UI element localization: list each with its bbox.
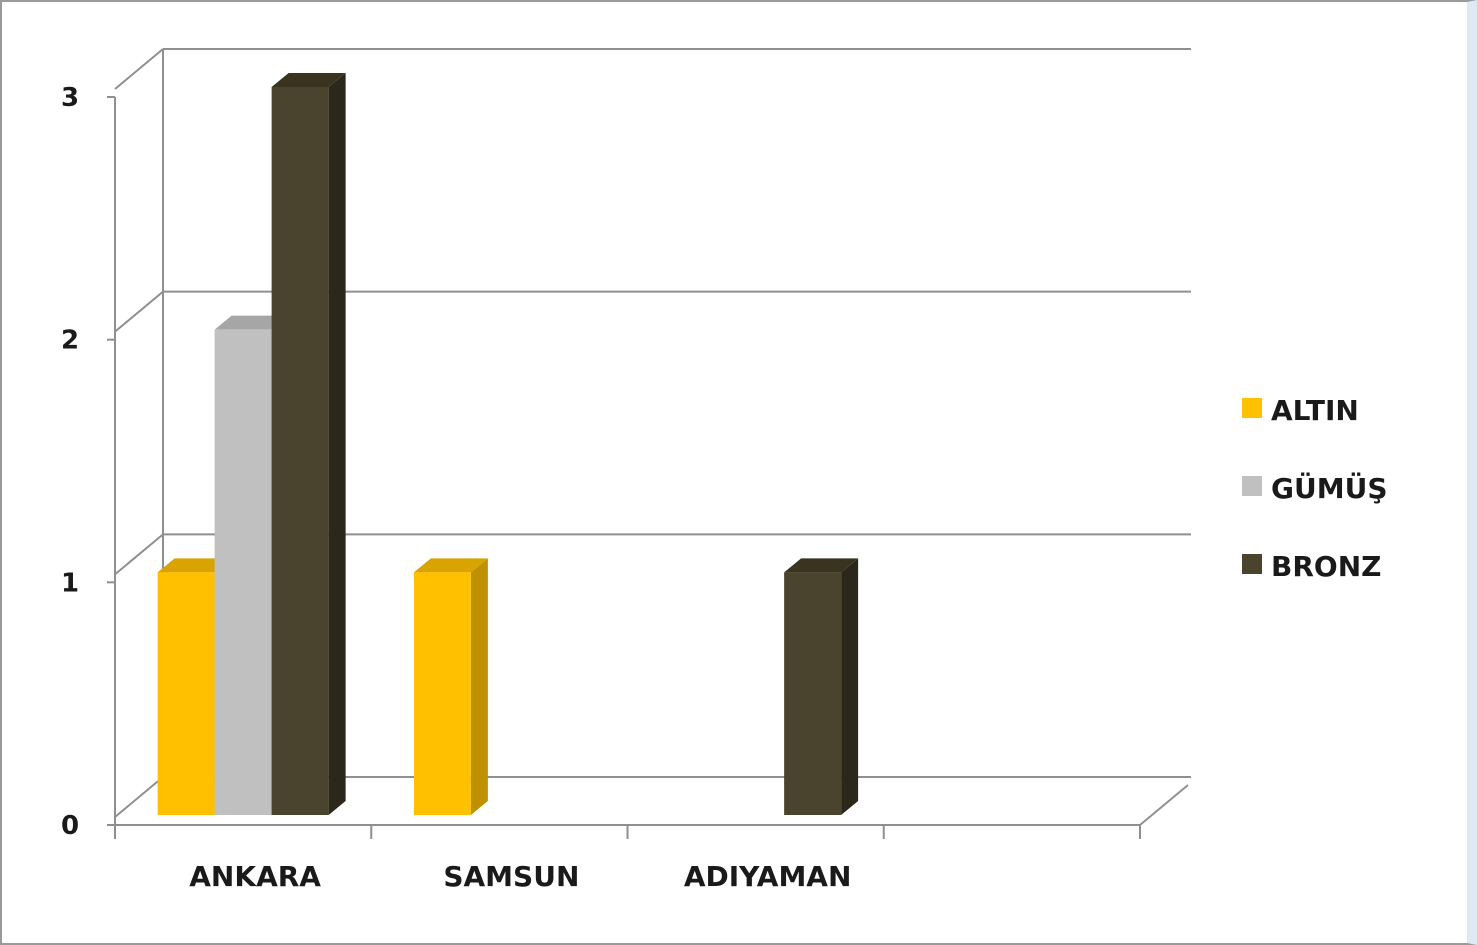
bar-side bbox=[841, 558, 859, 815]
legend-label: GÜMÜŞ bbox=[1271, 471, 1387, 505]
gridline-side bbox=[114, 290, 164, 333]
bar-layer bbox=[157, 73, 859, 815]
bar bbox=[784, 558, 859, 815]
bar-front bbox=[271, 87, 329, 815]
legend-entry: BRONZ bbox=[1242, 550, 1381, 583]
bar bbox=[271, 73, 346, 815]
bar bbox=[413, 558, 488, 815]
y-tick-label: 0 bbox=[61, 811, 79, 841]
bar-side bbox=[328, 73, 346, 815]
bar-top bbox=[413, 558, 488, 573]
legend-entry: GÜMÜŞ bbox=[1242, 471, 1387, 505]
y-tick-label: 3 bbox=[61, 83, 79, 113]
legend-label: ALTIN bbox=[1271, 394, 1359, 427]
axis-layer bbox=[107, 96, 1189, 839]
bar-front bbox=[214, 329, 272, 815]
bar-top bbox=[214, 315, 289, 330]
category-label: ANKARA bbox=[189, 860, 321, 893]
bar-front bbox=[784, 572, 842, 815]
y-tick-label: 1 bbox=[61, 568, 79, 598]
bar-front bbox=[157, 572, 215, 815]
category-label: SAMSUN bbox=[443, 860, 579, 893]
legend-swatch bbox=[1242, 554, 1262, 574]
bar-top bbox=[784, 558, 859, 573]
bar-top bbox=[157, 558, 232, 573]
gridline-side bbox=[114, 48, 164, 90]
legend-swatch bbox=[1242, 398, 1262, 418]
legend-swatch bbox=[1242, 476, 1262, 496]
y-tick-label: 2 bbox=[61, 326, 79, 356]
gridline-side bbox=[114, 533, 164, 576]
bar-top bbox=[271, 73, 346, 87]
legend-entry: ALTIN bbox=[1242, 394, 1359, 427]
floor-right-edge bbox=[1139, 784, 1189, 826]
category-label: ADIYAMAN bbox=[684, 860, 852, 893]
legend-label: BRONZ bbox=[1271, 550, 1381, 583]
bar-front bbox=[413, 572, 471, 815]
gridline-side bbox=[114, 776, 164, 818]
bar-side bbox=[470, 558, 488, 815]
label-layer: 0 1 2 3 ANKARA SAMSUN ADIYAMAN bbox=[61, 83, 851, 893]
legend: ALTIN GÜMÜŞ BRONZ bbox=[1242, 394, 1387, 583]
